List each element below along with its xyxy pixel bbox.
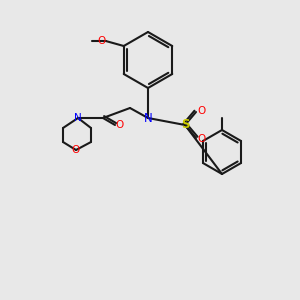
Text: N: N xyxy=(74,113,82,123)
Text: N: N xyxy=(144,112,152,124)
Text: O: O xyxy=(198,106,206,116)
Text: O: O xyxy=(72,145,80,155)
Text: O: O xyxy=(116,120,124,130)
Text: O: O xyxy=(98,36,106,46)
Text: S: S xyxy=(181,118,189,131)
Text: O: O xyxy=(198,134,206,144)
